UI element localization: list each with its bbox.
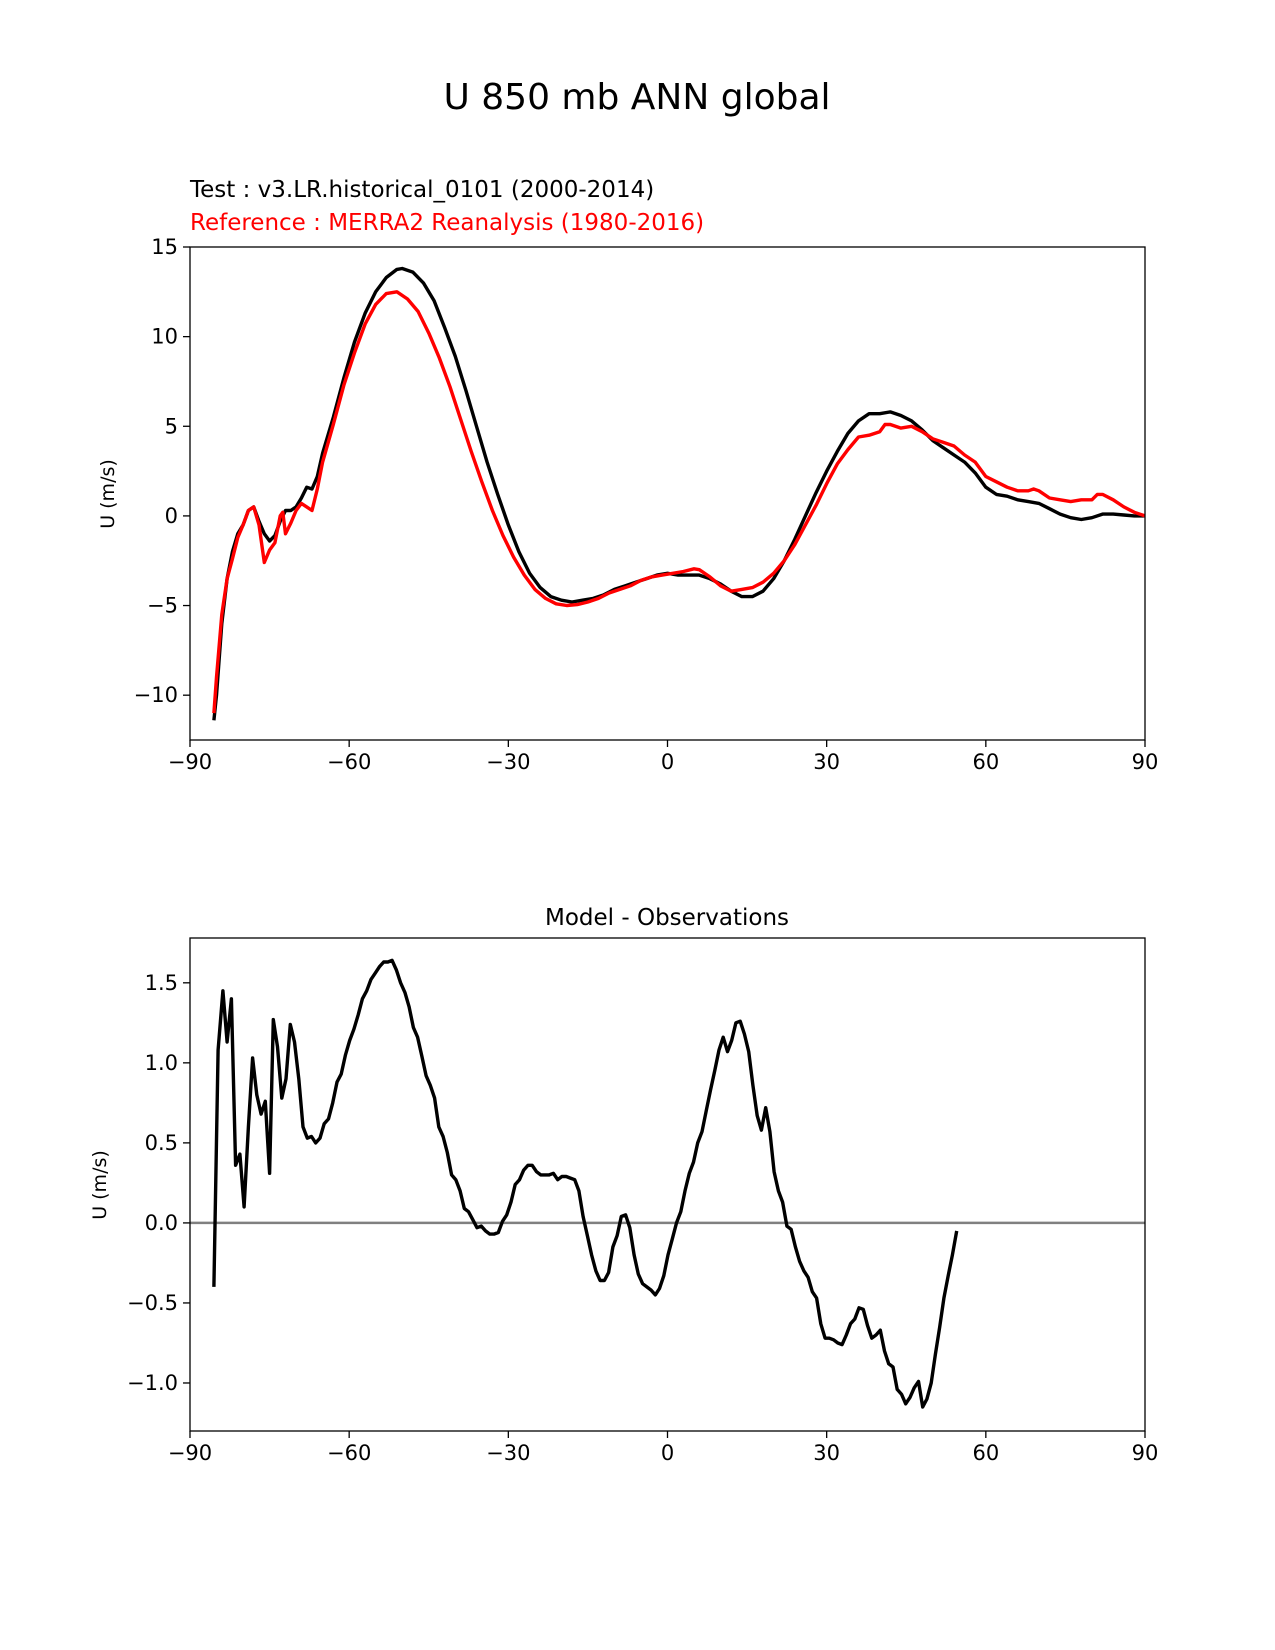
top-plot-area: −90 −60 −30 0 30 60 90 −10 −5 0 5 10 15 [134,235,1159,774]
bottom-title: Model - Observations [545,905,789,931]
top-x-tick-label: −60 [327,750,371,774]
top-series-reference-line [212,290,1146,714]
bottom-x-tick-label: 90 [1132,1441,1159,1465]
bottom-y-tick-label: 1.5 [145,971,178,995]
top-y-tick-label: −10 [134,683,178,707]
top-x-tick-label: 0 [661,750,674,774]
bottom-y-tick-label: −1.0 [127,1371,178,1395]
bottom-x-tick-label: −30 [486,1441,530,1465]
top-y-tick-label: 5 [165,414,178,438]
top-title-test: Test : v3.LR.historical_0101 (2000-2014) [189,177,654,203]
top-x-tick-label: −30 [486,750,530,774]
bottom-y-tick-label: 0.5 [145,1131,178,1155]
bottom-y-tick-label: −0.5 [127,1291,178,1315]
bottom-x-tick-label: −90 [168,1441,212,1465]
bottom-x-tick-label: 0 [661,1441,674,1465]
bottom-y-axis-label: U (m/s) [89,1150,111,1220]
top-y-axis-label: U (m/s) [97,459,119,529]
bottom-x-tick-label: 60 [972,1441,999,1465]
bottom-chart: Model - Observations −90 −60 −30 0 30 60 90 −1.… [89,905,1158,1465]
top-title-reference: Reference : MERRA2 Reanalysis (1980-2016… [190,210,704,236]
bottom-x-tick-label: 30 [813,1441,840,1465]
top-x-tick-label: 30 [813,750,840,774]
bottom-axes-frame [189,937,1146,1432]
bottom-x-tick-label: −60 [327,1441,371,1465]
bottom-y-tick-label: 1.0 [145,1051,178,1075]
bottom-y-tick-label: 0.0 [145,1211,178,1235]
top-series-test-line [212,266,1145,721]
top-y-tick-label: 15 [151,235,178,259]
top-chart: Test : v3.LR.historical_0101 (2000-2014)… [97,177,1158,774]
figure-suptitle: U 850 mb ANN global [443,77,830,118]
top-x-tick-label: −90 [168,750,212,774]
top-y-tick-label: 10 [151,325,178,349]
top-x-tick-label: 60 [972,750,999,774]
top-axes-frame [189,246,1146,741]
top-x-tick-label: 90 [1132,750,1159,774]
bottom-plot-area: −90 −60 −30 0 30 60 90 −1.0 −0.5 0.0 0.5 1.0 1.5 [127,958,1159,1465]
top-y-tick-label: 0 [165,504,178,528]
top-y-tick-label: −5 [147,594,178,618]
bottom-series-model-observations-line [212,958,959,1409]
